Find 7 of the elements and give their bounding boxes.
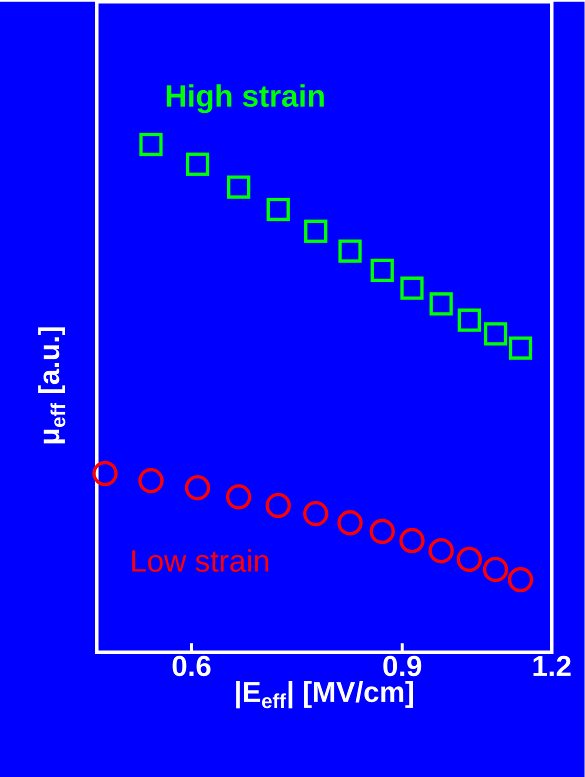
x-tick-label: 0.6 (172, 656, 211, 676)
x-tick-label: 1.2 (534, 656, 571, 676)
x-tick-label: 0.9 (384, 656, 422, 676)
y-axis-title: μ$_{eff}$ [a.u.] (38, 327, 66, 444)
x-axis-title: |E$_{eff}$| [MV/cm] (236, 681, 414, 708)
series-label: High strain (166, 84, 324, 114)
series-label: Low strain (132, 549, 268, 572)
